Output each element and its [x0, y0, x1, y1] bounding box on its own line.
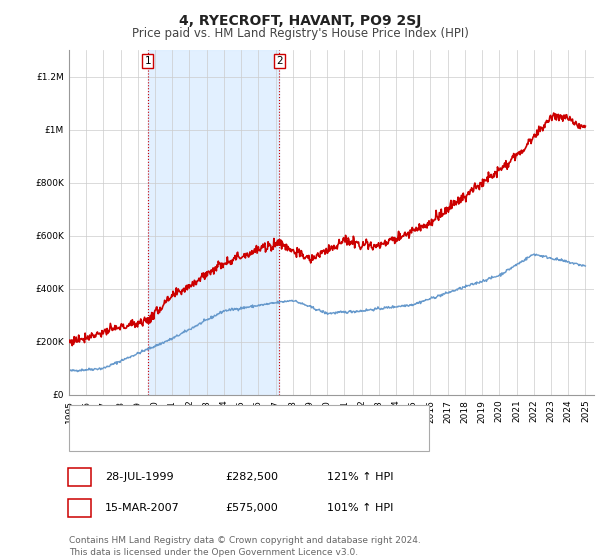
Text: 121% ↑ HPI: 121% ↑ HPI	[327, 472, 394, 482]
Text: 4, RYECROFT, HAVANT, PO9 2SJ: 4, RYECROFT, HAVANT, PO9 2SJ	[179, 14, 421, 28]
Text: 1: 1	[76, 472, 83, 482]
Text: HPI: Average price, detached house, Havant: HPI: Average price, detached house, Hava…	[102, 435, 332, 444]
Text: 101% ↑ HPI: 101% ↑ HPI	[327, 503, 394, 513]
Text: Price paid vs. HM Land Registry's House Price Index (HPI): Price paid vs. HM Land Registry's House …	[131, 27, 469, 40]
Text: 28-JUL-1999: 28-JUL-1999	[105, 472, 173, 482]
Text: 15-MAR-2007: 15-MAR-2007	[105, 503, 180, 513]
Text: 4, RYECROFT, HAVANT, PO9 2SJ (detached house): 4, RYECROFT, HAVANT, PO9 2SJ (detached h…	[102, 413, 360, 423]
Text: £575,000: £575,000	[225, 503, 278, 513]
Text: £282,500: £282,500	[225, 472, 278, 482]
Text: 2: 2	[76, 503, 83, 513]
Text: 1: 1	[145, 56, 151, 66]
Bar	[148, 50, 279, 395]
Text: 2: 2	[276, 56, 283, 66]
Text: Contains HM Land Registry data © Crown copyright and database right 2024.
This d: Contains HM Land Registry data © Crown c…	[69, 536, 421, 557]
